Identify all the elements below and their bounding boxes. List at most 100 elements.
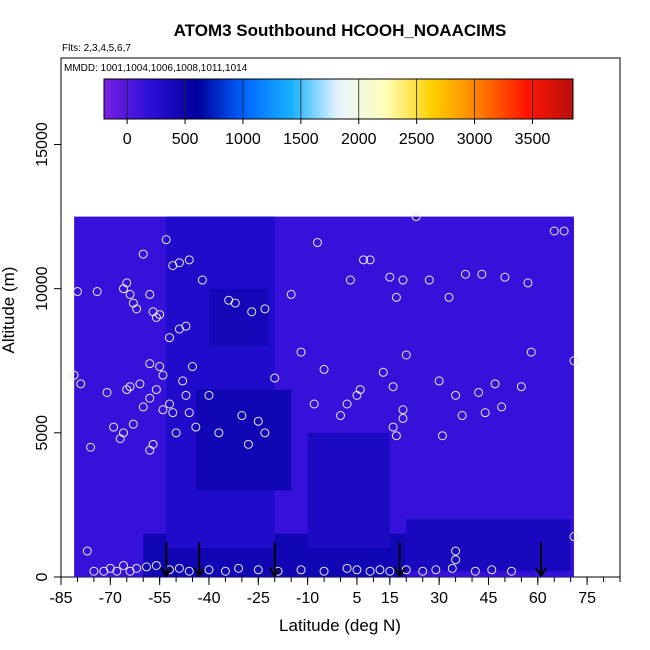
observation-point bbox=[102, 387, 112, 397]
heatmap-field bbox=[74, 216, 574, 578]
observation-point bbox=[398, 275, 408, 285]
observation-point bbox=[230, 298, 240, 308]
observation-point bbox=[342, 399, 352, 409]
observation-point bbox=[151, 385, 161, 395]
x-tick-label: -85 bbox=[49, 590, 72, 607]
observation-point bbox=[151, 560, 161, 570]
x-axis-title: Latitude (deg N) bbox=[279, 616, 401, 635]
observation-point bbox=[312, 238, 322, 248]
arrow-markers bbox=[160, 542, 547, 578]
observation-point bbox=[132, 563, 142, 573]
observation-point bbox=[319, 364, 329, 374]
observation-point bbox=[148, 439, 158, 449]
observation-point bbox=[188, 362, 198, 372]
observation-point bbox=[477, 269, 487, 279]
observation-point bbox=[359, 255, 369, 265]
observation-point bbox=[168, 408, 178, 418]
observation-point bbox=[174, 563, 184, 573]
observation-point bbox=[122, 385, 132, 395]
x-tick-label: 30 bbox=[430, 590, 448, 607]
x-tick-label: -10 bbox=[296, 590, 319, 607]
field-region bbox=[195, 389, 292, 491]
x-tick-label: 45 bbox=[480, 590, 498, 607]
arrow-head bbox=[535, 567, 547, 578]
observation-point bbox=[155, 362, 165, 372]
observation-point bbox=[388, 422, 398, 432]
observation-point bbox=[178, 376, 188, 386]
y-axis: 0 5000 10000 15000 bbox=[34, 122, 61, 581]
observation-point bbox=[506, 566, 516, 576]
observation-point bbox=[365, 566, 375, 576]
observation-point bbox=[500, 272, 510, 282]
observation-point bbox=[497, 402, 507, 412]
x-axis: -85 -70 -55 -40 -25 -10 5 15 30 45 60 75 bbox=[49, 577, 621, 607]
flights-label: Flts: 2,3,4,5,6,7 bbox=[62, 43, 131, 54]
observation-point bbox=[516, 382, 526, 392]
observation-point bbox=[243, 439, 253, 449]
observation-point bbox=[220, 566, 230, 576]
colorbar-border bbox=[103, 78, 574, 120]
x-tick-label: 75 bbox=[578, 590, 596, 607]
observation-point bbox=[145, 289, 155, 299]
arrow-head bbox=[268, 567, 281, 578]
arrow-head bbox=[193, 567, 205, 578]
observation-point bbox=[184, 408, 194, 418]
observation-point bbox=[474, 387, 484, 397]
observation-point bbox=[109, 422, 119, 432]
observation-point bbox=[388, 382, 398, 392]
observation-point bbox=[385, 566, 395, 576]
observation-point bbox=[391, 431, 401, 441]
observation-point bbox=[76, 379, 86, 389]
observation-point bbox=[191, 422, 201, 432]
observation-point bbox=[451, 390, 461, 400]
observation-point bbox=[451, 546, 461, 556]
colorbar-tick-label: 1500 bbox=[283, 131, 319, 148]
colorbar-tick-label: 2000 bbox=[341, 131, 377, 148]
observation-point bbox=[174, 258, 184, 268]
observation-point bbox=[559, 226, 569, 236]
observation-point bbox=[158, 405, 168, 415]
observation-point bbox=[145, 393, 155, 403]
observation-point bbox=[118, 560, 128, 570]
field-region bbox=[406, 519, 571, 572]
observation-point bbox=[253, 565, 263, 575]
observation-point bbox=[391, 292, 401, 302]
observation-point bbox=[424, 275, 434, 285]
observation-point bbox=[378, 367, 388, 377]
observation-point bbox=[447, 563, 457, 573]
observation-point bbox=[247, 307, 257, 317]
observation-point bbox=[398, 413, 408, 423]
observation-point bbox=[237, 411, 247, 421]
observation-point bbox=[118, 428, 128, 438]
observation-point bbox=[431, 565, 441, 575]
observation-point bbox=[385, 272, 395, 282]
observation-point bbox=[526, 347, 536, 357]
field-region bbox=[208, 288, 269, 347]
observation-point bbox=[336, 411, 345, 421]
colorbar-tick-label: 3500 bbox=[515, 131, 551, 148]
observation-point bbox=[487, 565, 497, 575]
observation-point bbox=[145, 359, 155, 369]
observation-point bbox=[569, 532, 579, 542]
observation-point bbox=[92, 287, 102, 297]
observation-point bbox=[345, 275, 355, 285]
observation-point bbox=[112, 566, 122, 576]
x-tick-label: -70 bbox=[99, 590, 122, 607]
observation-point bbox=[122, 278, 132, 288]
colorbar-tick-label: 2500 bbox=[399, 131, 435, 148]
field-region bbox=[166, 216, 275, 549]
observation-point bbox=[69, 370, 79, 380]
observation-point bbox=[523, 278, 533, 288]
y-tick-label: 5000 bbox=[34, 415, 51, 451]
dates-label: MMDD: 1001,1004,1006,1008,1011,1014 bbox=[64, 63, 248, 74]
observation-point bbox=[260, 304, 270, 314]
observation-point bbox=[569, 356, 579, 366]
x-tick-label: 5 bbox=[352, 590, 361, 607]
observation-point bbox=[155, 310, 165, 320]
observation-point bbox=[401, 565, 411, 575]
observation-point bbox=[135, 379, 145, 389]
observation-point bbox=[158, 370, 168, 380]
observation-point bbox=[184, 566, 194, 576]
colorbar-fill bbox=[104, 79, 573, 119]
observation-point bbox=[418, 566, 428, 576]
